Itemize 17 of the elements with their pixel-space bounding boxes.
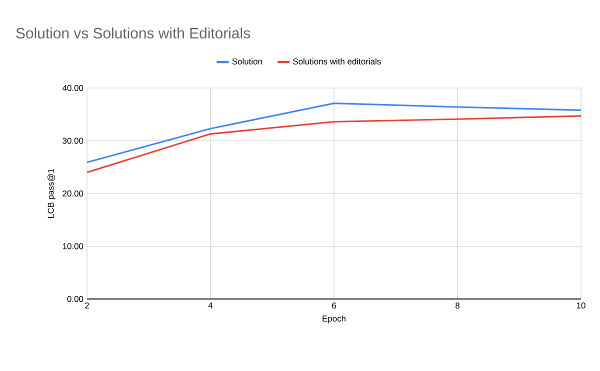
x-tick-label: 10 (576, 302, 586, 309)
x-tick-label: 8 (456, 302, 460, 309)
y-tick-label: 20.00 (62, 190, 84, 196)
x-tick-label: 2 (85, 302, 89, 308)
y-tick-label: 30.00 (62, 138, 84, 144)
y-tick-label: 0.00 (67, 296, 84, 302)
x-tick-label: 4 (208, 302, 213, 308)
line-series (86, 115, 582, 174)
x-tick-label: 6 (332, 302, 336, 309)
chart-title: Solution vs Solutions with Editorials (16, 28, 250, 38)
y-tick-label: 40.00 (62, 85, 84, 91)
y-tick-label: 10.00 (62, 243, 84, 250)
legend-label: Solution (232, 58, 262, 64)
line-series (86, 102, 582, 164)
y-axis-title: LCB pass@1 (48, 168, 56, 218)
legend-label: Solutions with editorials (293, 58, 381, 64)
x-axis-title: Epoch (322, 315, 346, 324)
